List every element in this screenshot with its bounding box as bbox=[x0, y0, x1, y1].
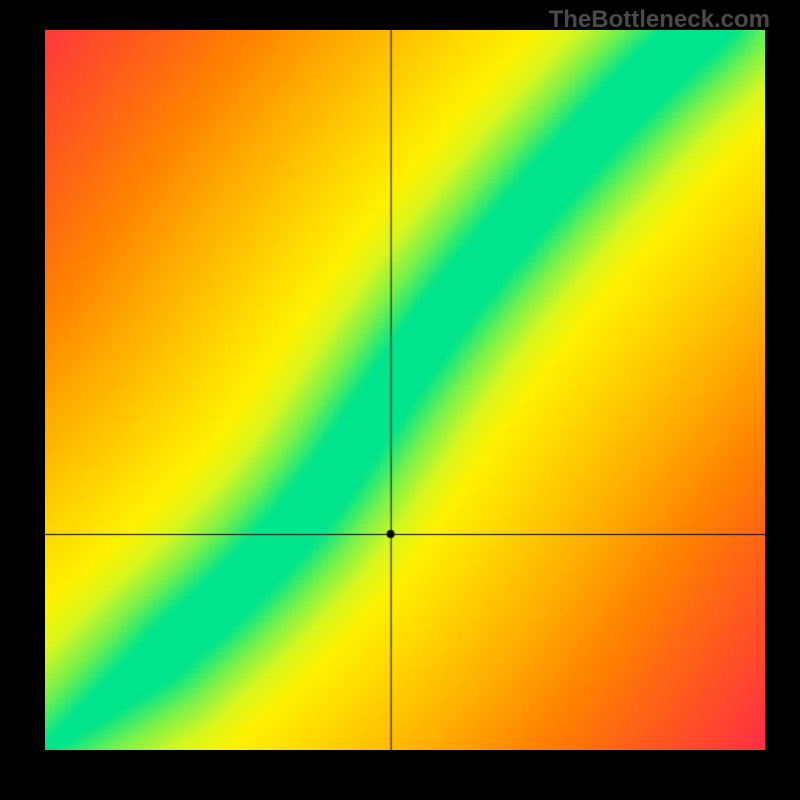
bottleneck-heatmap bbox=[45, 30, 765, 750]
watermark-text: TheBottleneck.com bbox=[549, 6, 770, 34]
chart-container: TheBottleneck.com bbox=[0, 0, 800, 800]
